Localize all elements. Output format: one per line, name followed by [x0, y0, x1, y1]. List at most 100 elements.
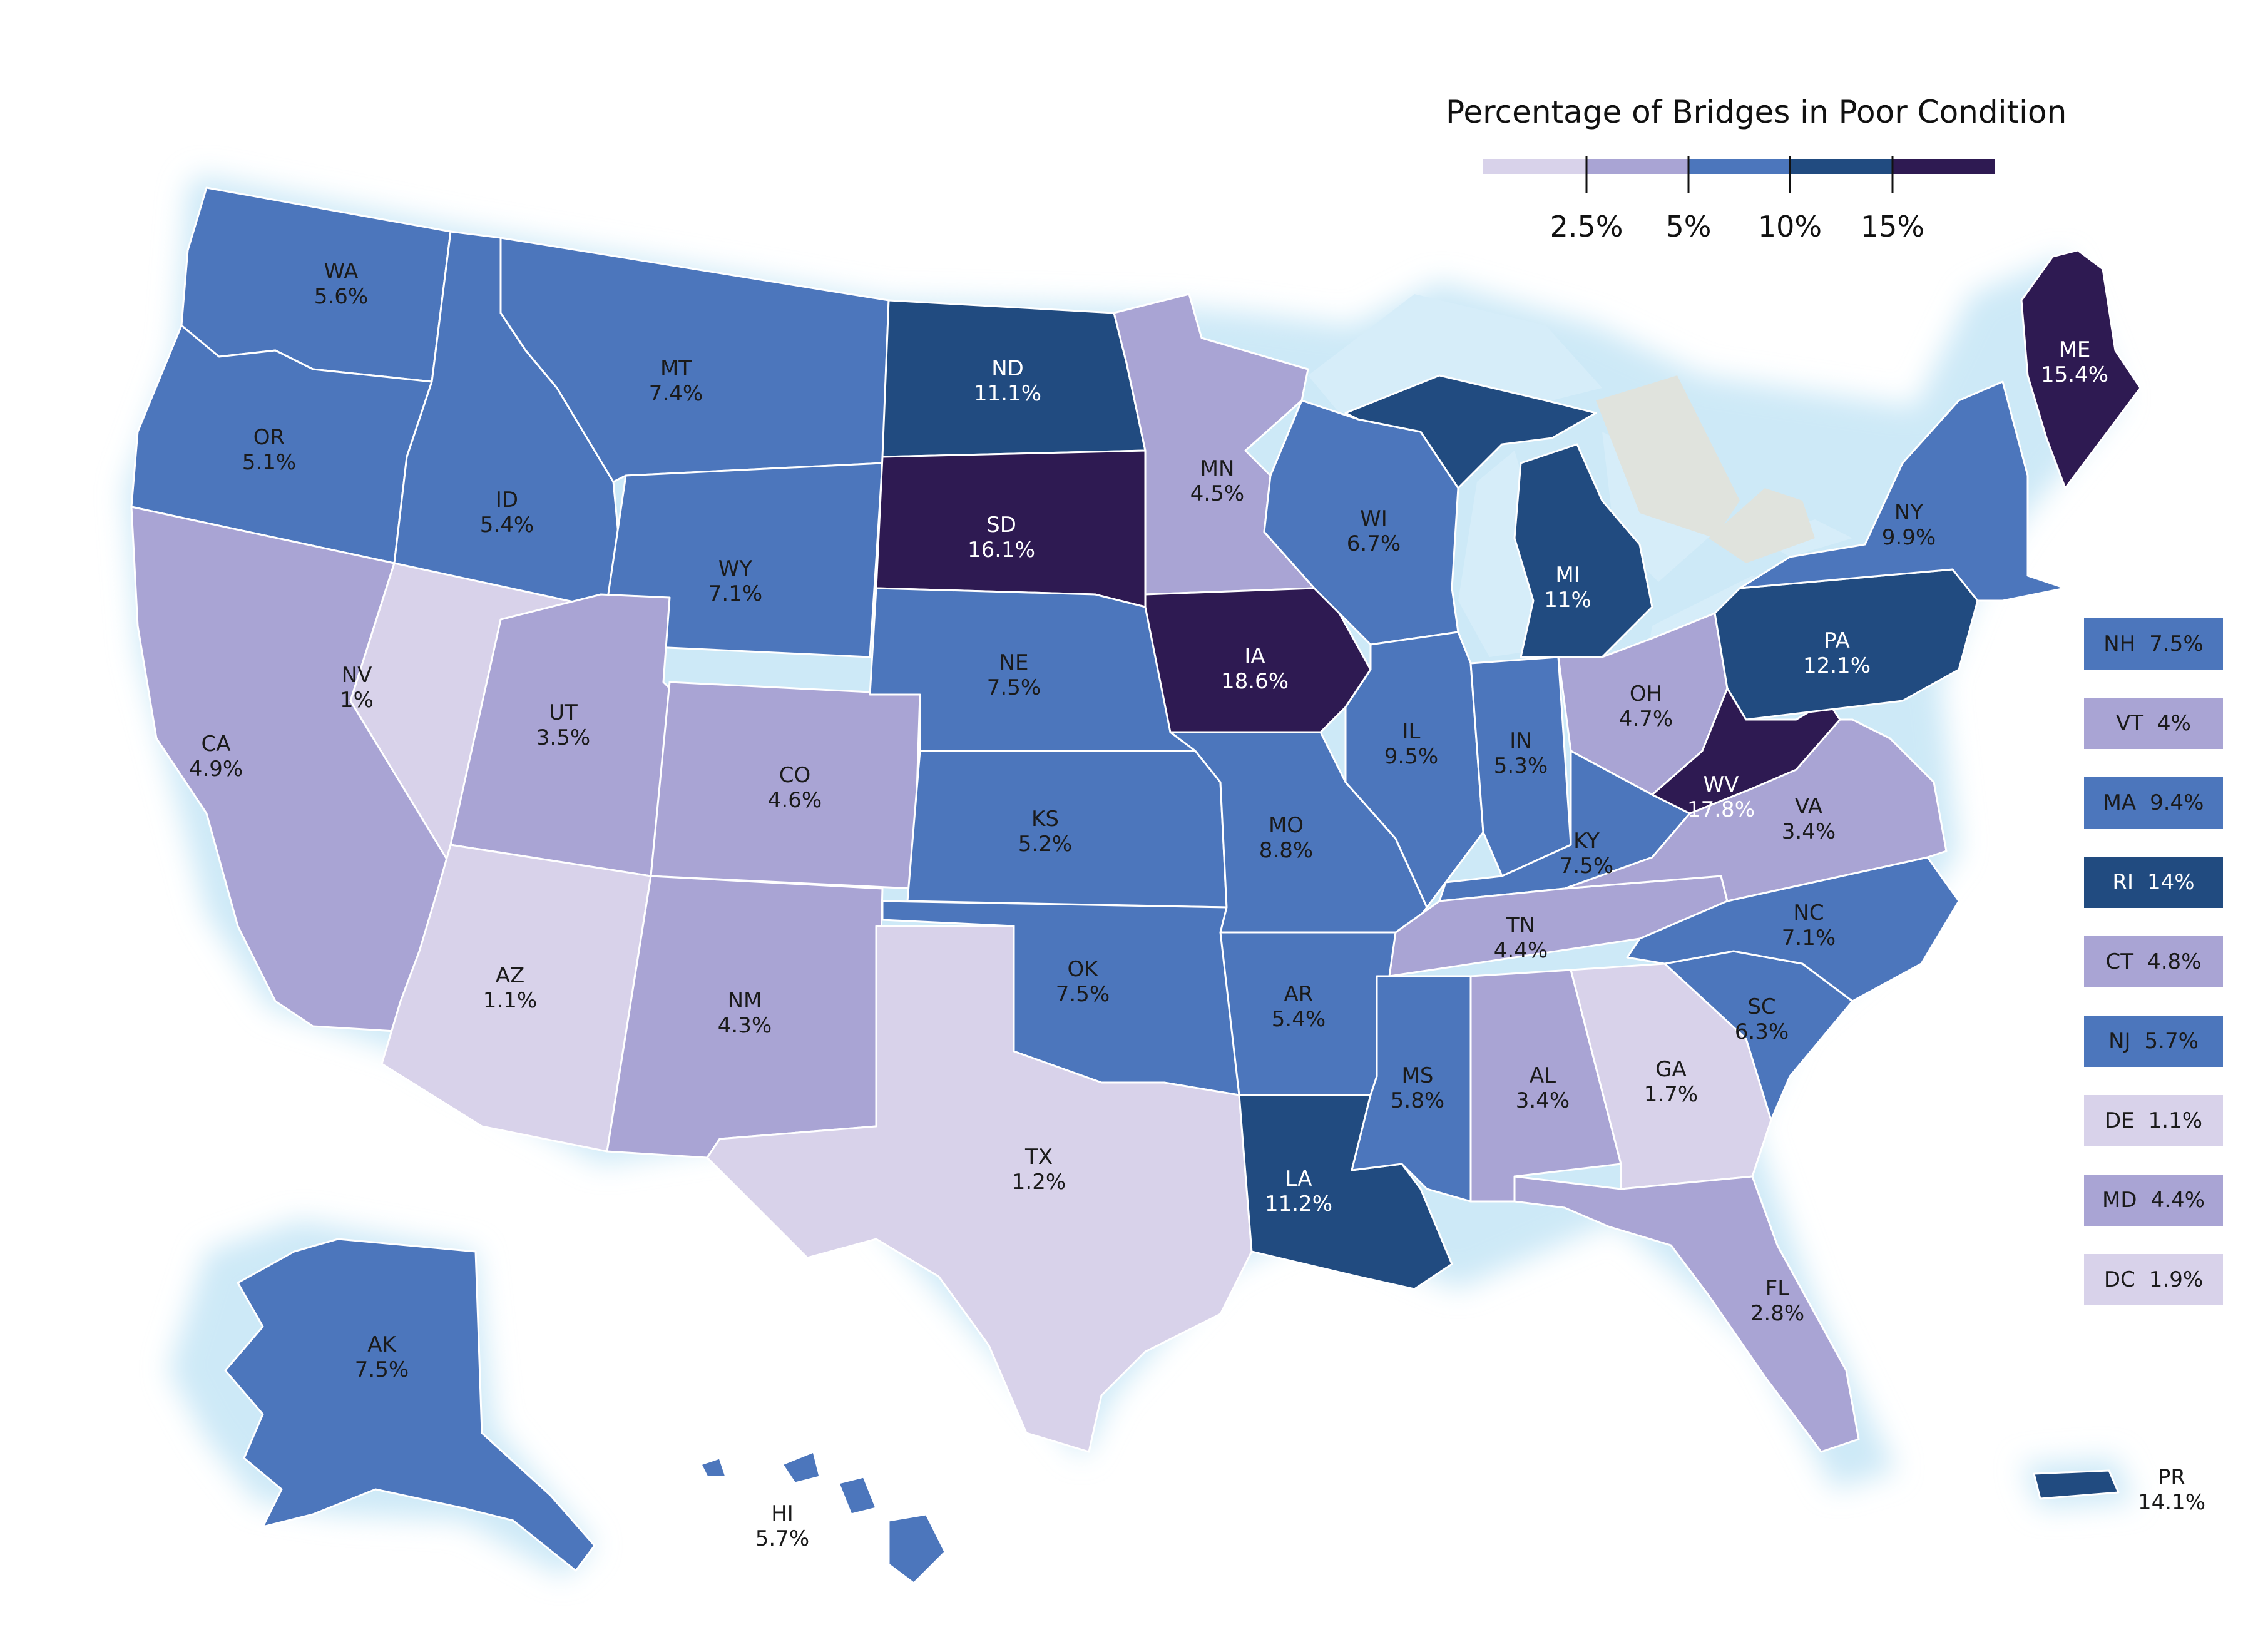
- legend-tick-label-1: 2.5%: [1550, 210, 1623, 243]
- state-il[interactable]: [1344, 631, 1484, 909]
- legend: Percentage of Bridges in Poor Condition …: [1446, 94, 2067, 243]
- state-label-ia: IA: [1244, 644, 1265, 669]
- state-fl[interactable]: [1513, 1175, 1860, 1453]
- state-ak[interactable]: [224, 1238, 596, 1572]
- small-state-abbr: DE: [2104, 1108, 2135, 1133]
- state-label-pr: PR: [2158, 1465, 2185, 1490]
- state-label-ak: AK: [367, 1332, 397, 1357]
- state-value-mo: 8.8%: [1259, 838, 1313, 863]
- small-state-box-nh[interactable]: NH 7.5%: [2084, 618, 2223, 670]
- state-value-ok: 7.5%: [1056, 982, 1110, 1007]
- state-label-ne: NE: [999, 650, 1029, 675]
- state-label-wy: WY: [718, 556, 753, 581]
- state-label-pa: PA: [1824, 628, 1850, 653]
- legend-ticks: 2.5% 5% 10% 15%: [1550, 156, 1924, 243]
- small-state-abbr: MD: [2102, 1188, 2137, 1213]
- state-pr[interactable]: [2033, 1469, 2120, 1500]
- state-label-nc: NC: [1793, 900, 1824, 925]
- state-label-va: VA: [1795, 794, 1822, 819]
- state-value-sc: 6.3%: [1735, 1019, 1789, 1044]
- legend-tick-label-3: 10%: [1758, 210, 1822, 243]
- state-label-ut: UT: [549, 700, 578, 725]
- state-mi[interactable]: [1344, 374, 1653, 658]
- state-label-fl: FL: [1765, 1276, 1790, 1301]
- small-state-value: 4.4%: [2150, 1188, 2205, 1213]
- small-state-value: 9.4%: [2150, 790, 2204, 815]
- state-value-wy: 7.1%: [708, 581, 762, 606]
- small-state-value: 4%: [2157, 711, 2191, 736]
- state-value-pa: 12.1%: [1803, 653, 1871, 678]
- state-value-or: 5.1%: [242, 450, 296, 475]
- state-value-va: 3.4%: [1782, 819, 1836, 844]
- legend-tick-label-2: 5%: [1666, 210, 1712, 243]
- small-state-abbr: RI: [2112, 870, 2134, 895]
- state-value-me: 15.4%: [2041, 362, 2108, 387]
- small-state-abbr: CT: [2105, 949, 2134, 974]
- state-label-az: AZ: [496, 963, 525, 988]
- state-label-ar: AR: [1284, 982, 1314, 1007]
- small-state-box-nj[interactable]: NJ 5.7%: [2084, 1016, 2223, 1067]
- small-state-value: 1.1%: [2148, 1108, 2203, 1133]
- state-value-tx: 1.2%: [1012, 1170, 1066, 1195]
- state-label-sc: SC: [1747, 994, 1775, 1019]
- state-value-hi: 5.7%: [755, 1526, 809, 1551]
- state-value-in: 5.3%: [1494, 753, 1548, 778]
- state-label-tn: TN: [1506, 913, 1535, 938]
- state-wy[interactable]: [600, 462, 884, 658]
- state-value-ks: 5.2%: [1018, 832, 1072, 857]
- small-state-abbr: VT: [2116, 711, 2144, 736]
- state-value-nv: 1%: [340, 688, 374, 713]
- legend-tick-label-4: 15%: [1861, 210, 1924, 243]
- state-label-ok: OK: [1067, 957, 1099, 982]
- small-state-box-vt[interactable]: VT 4%: [2084, 698, 2223, 749]
- small-state-abbr: NH: [2103, 631, 2136, 656]
- state-hi[interactable]: [700, 1451, 946, 1584]
- state-value-il: 9.5%: [1384, 744, 1438, 769]
- state-value-ms: 5.8%: [1391, 1088, 1444, 1113]
- state-label-mn: MN: [1200, 456, 1235, 481]
- state-wi[interactable]: [1263, 399, 1459, 646]
- state-label-wv: WV: [1704, 772, 1739, 797]
- state-label-hi: HI: [771, 1501, 794, 1526]
- state-label-il: IL: [1402, 719, 1421, 744]
- state-value-mi: 11%: [1544, 588, 1591, 613]
- state-me[interactable]: [2020, 249, 2142, 489]
- state-label-ky: KY: [1573, 829, 1600, 854]
- small-state-value: 4.8%: [2147, 949, 2202, 974]
- state-value-co: 4.6%: [768, 788, 822, 813]
- state-value-ak: 7.5%: [355, 1357, 409, 1382]
- state-value-fl: 2.8%: [1750, 1301, 1804, 1326]
- state-ks[interactable]: [906, 750, 1228, 909]
- state-value-az: 1.1%: [483, 988, 537, 1013]
- small-state-box-ri[interactable]: RI 14%: [2084, 857, 2223, 908]
- state-tx[interactable]: [706, 925, 1253, 1453]
- state-value-al: 3.4%: [1516, 1088, 1570, 1113]
- state-value-ga: 1.7%: [1644, 1082, 1698, 1107]
- legend-title: Percentage of Bridges in Poor Condition: [1446, 94, 2067, 130]
- state-value-la: 11.2%: [1265, 1191, 1332, 1216]
- small-state-value: 7.5%: [2149, 631, 2204, 656]
- small-state-box-md[interactable]: MD 4.4%: [2084, 1175, 2223, 1226]
- state-label-al: AL: [1530, 1063, 1556, 1088]
- state-label-nm: NM: [728, 988, 762, 1013]
- state-label-in: IN: [1510, 728, 1531, 753]
- state-value-ia: 18.6%: [1221, 669, 1289, 694]
- legend-swatch-1: [1483, 159, 1586, 174]
- small-state-abbr: DC: [2103, 1267, 2135, 1292]
- small-state-box-ma[interactable]: MA 9.4%: [2084, 777, 2223, 829]
- state-label-mo: MO: [1269, 813, 1304, 838]
- small-state-box-de[interactable]: DE 1.1%: [2084, 1095, 2223, 1146]
- small-state-value: 1.9%: [2148, 1267, 2204, 1292]
- state-label-wi: WI: [1360, 506, 1387, 531]
- state-value-mn: 4.5%: [1190, 481, 1244, 506]
- state-value-wa: 5.6%: [314, 284, 368, 309]
- state-label-ga: GA: [1655, 1057, 1687, 1082]
- state-value-ky: 7.5%: [1560, 854, 1613, 879]
- small-state-box-dc[interactable]: DC 1.9%: [2084, 1254, 2223, 1305]
- small-state-box-ct[interactable]: CT 4.8%: [2084, 936, 2223, 987]
- state-value-nc: 7.1%: [1782, 925, 1836, 951]
- state-value-wi: 6.7%: [1347, 531, 1401, 556]
- state-label-tx: TX: [1024, 1145, 1053, 1170]
- state-wv[interactable]: [1651, 687, 1841, 815]
- state-ny[interactable]: [1739, 380, 2067, 602]
